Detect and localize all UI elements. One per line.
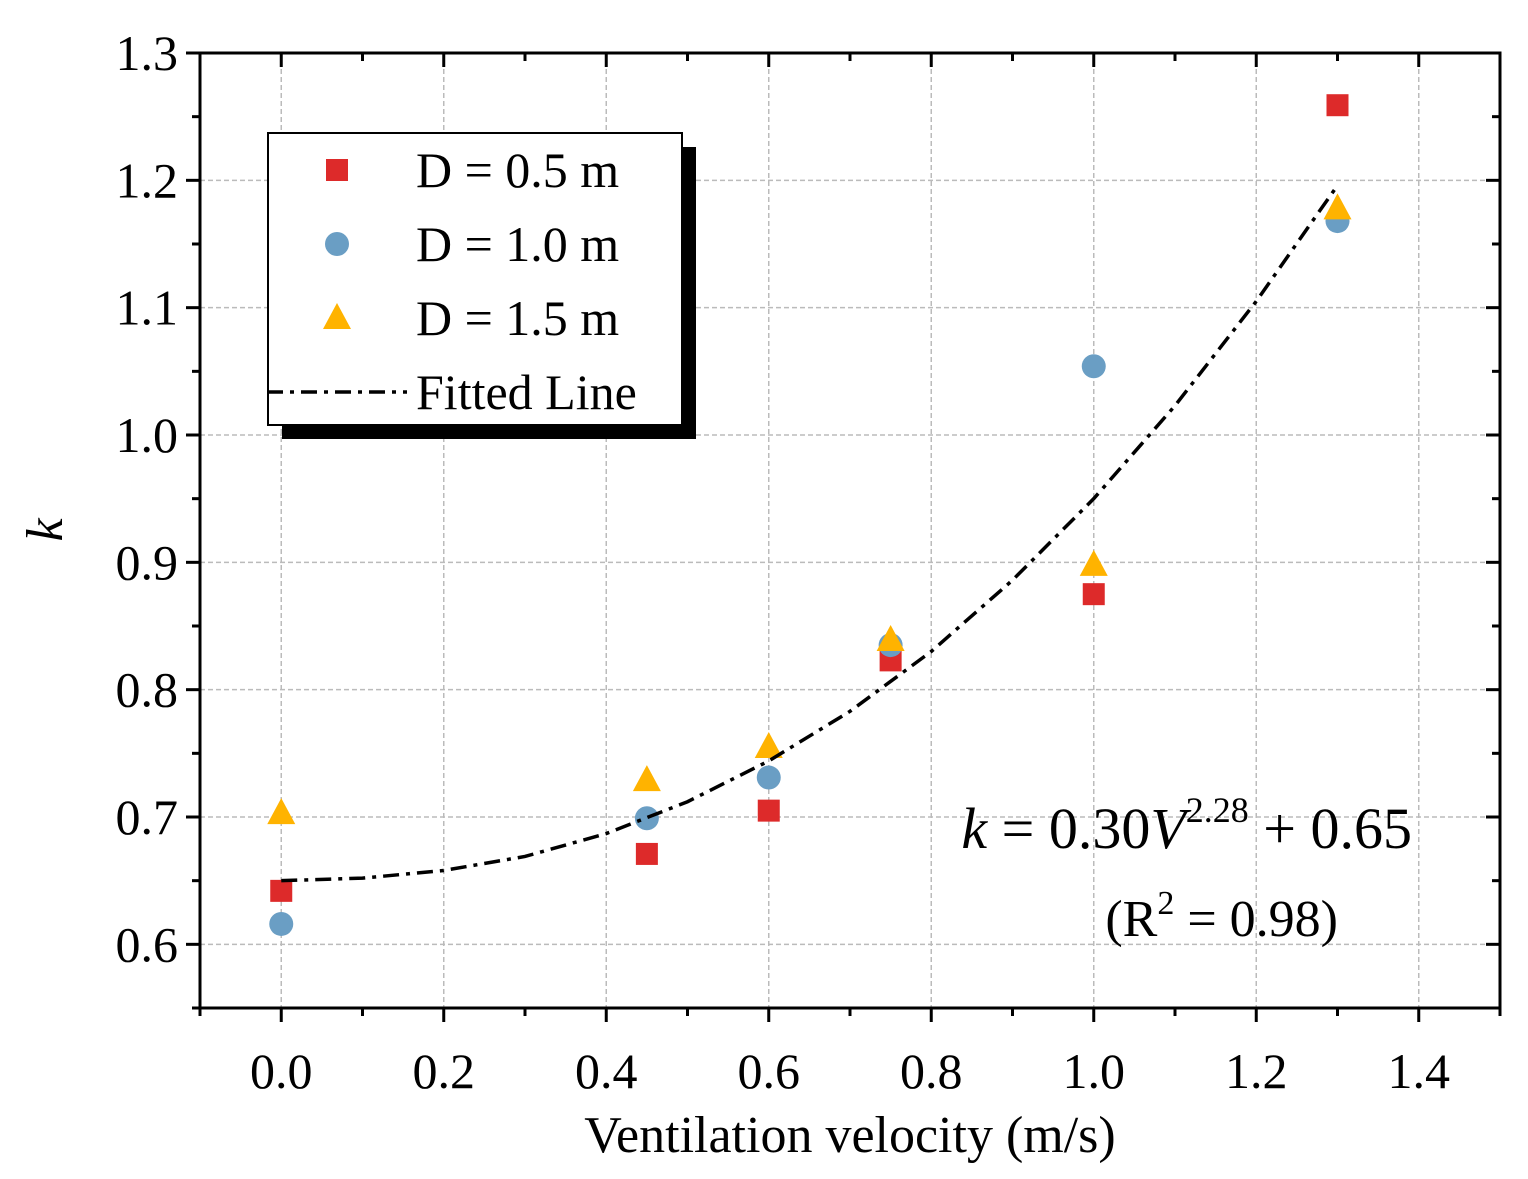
x-tick-label: 1.4	[1388, 1043, 1451, 1099]
r2-part: (R	[1105, 891, 1157, 948]
y-tick-label: 0.9	[116, 534, 179, 590]
square-marker	[326, 159, 348, 181]
x-tick-label: 0.6	[738, 1043, 801, 1099]
y-tick-label: 1.1	[116, 280, 179, 336]
circle-marker	[634, 806, 659, 831]
eq-exponent: 2.28	[1186, 790, 1249, 830]
triangle-marker	[876, 625, 905, 652]
triangle-marker	[1323, 193, 1352, 220]
x-axis-title: Ventilation velocity (m/s)	[584, 1107, 1115, 1164]
y-tick-label: 0.7	[116, 789, 179, 845]
eq-part: + 0.65	[1249, 796, 1412, 861]
x-tick-label: 0.4	[575, 1043, 638, 1099]
triangle-marker	[1079, 549, 1108, 576]
triangle-marker	[754, 731, 783, 758]
legend-label: D = 1.5 m	[416, 290, 619, 346]
x-tick-label: 0.0	[250, 1043, 313, 1099]
x-tick-label: 0.2	[413, 1043, 476, 1099]
x-tick-label: 1.0	[1063, 1043, 1126, 1099]
square-marker	[270, 879, 293, 902]
square-marker	[635, 842, 658, 865]
triangle-marker	[632, 765, 661, 792]
y-tick-label: 1.0	[116, 407, 179, 463]
legend-label: D = 0.5 m	[416, 142, 619, 198]
legend-box	[267, 132, 683, 426]
plot-marks	[267, 94, 1352, 936]
legend-label: D = 1.0 m	[416, 216, 619, 272]
circle-marker	[325, 232, 349, 256]
legend: D = 0.5 m D = 1.0 m D = 1.5 m Fitted Line	[267, 132, 696, 439]
y-tick-label: 0.8	[116, 662, 179, 718]
r2-exponent: 2	[1157, 885, 1174, 922]
square-marker	[1326, 94, 1349, 117]
fit-equation: k = 0.30V2.28 + 0.65	[961, 790, 1412, 861]
r2-part: = 0.98)	[1174, 891, 1338, 948]
y-tick-label: 1.3	[116, 25, 179, 81]
eq-part: k	[961, 796, 988, 861]
triangle-marker	[323, 303, 351, 329]
r-squared: (R2 = 0.98)	[1105, 885, 1338, 948]
x-tick-label: 0.8	[900, 1043, 963, 1099]
square-marker	[757, 799, 780, 822]
fitted-line	[281, 184, 1339, 883]
legend-label: Fitted Line	[416, 364, 637, 420]
square-marker	[1082, 583, 1105, 606]
eq-part: = 0.30	[987, 796, 1150, 861]
x-tick-label: 1.2	[1225, 1043, 1288, 1099]
eq-part: V	[1150, 796, 1192, 861]
axes: 0.0 0.2 0.4 0.6 0.8 1.0 1.2 1.4 0.6 0.7 0.8 0.9 1.0 1…	[116, 25, 1502, 1099]
y-tick-label: 0.6	[116, 916, 179, 972]
circle-marker	[269, 911, 294, 936]
triangle-marker	[267, 798, 296, 825]
circle-marker	[1081, 354, 1106, 379]
y-tick-label: 1.2	[116, 152, 179, 208]
circle-marker	[756, 765, 781, 790]
y-axis-title: k	[17, 518, 74, 542]
